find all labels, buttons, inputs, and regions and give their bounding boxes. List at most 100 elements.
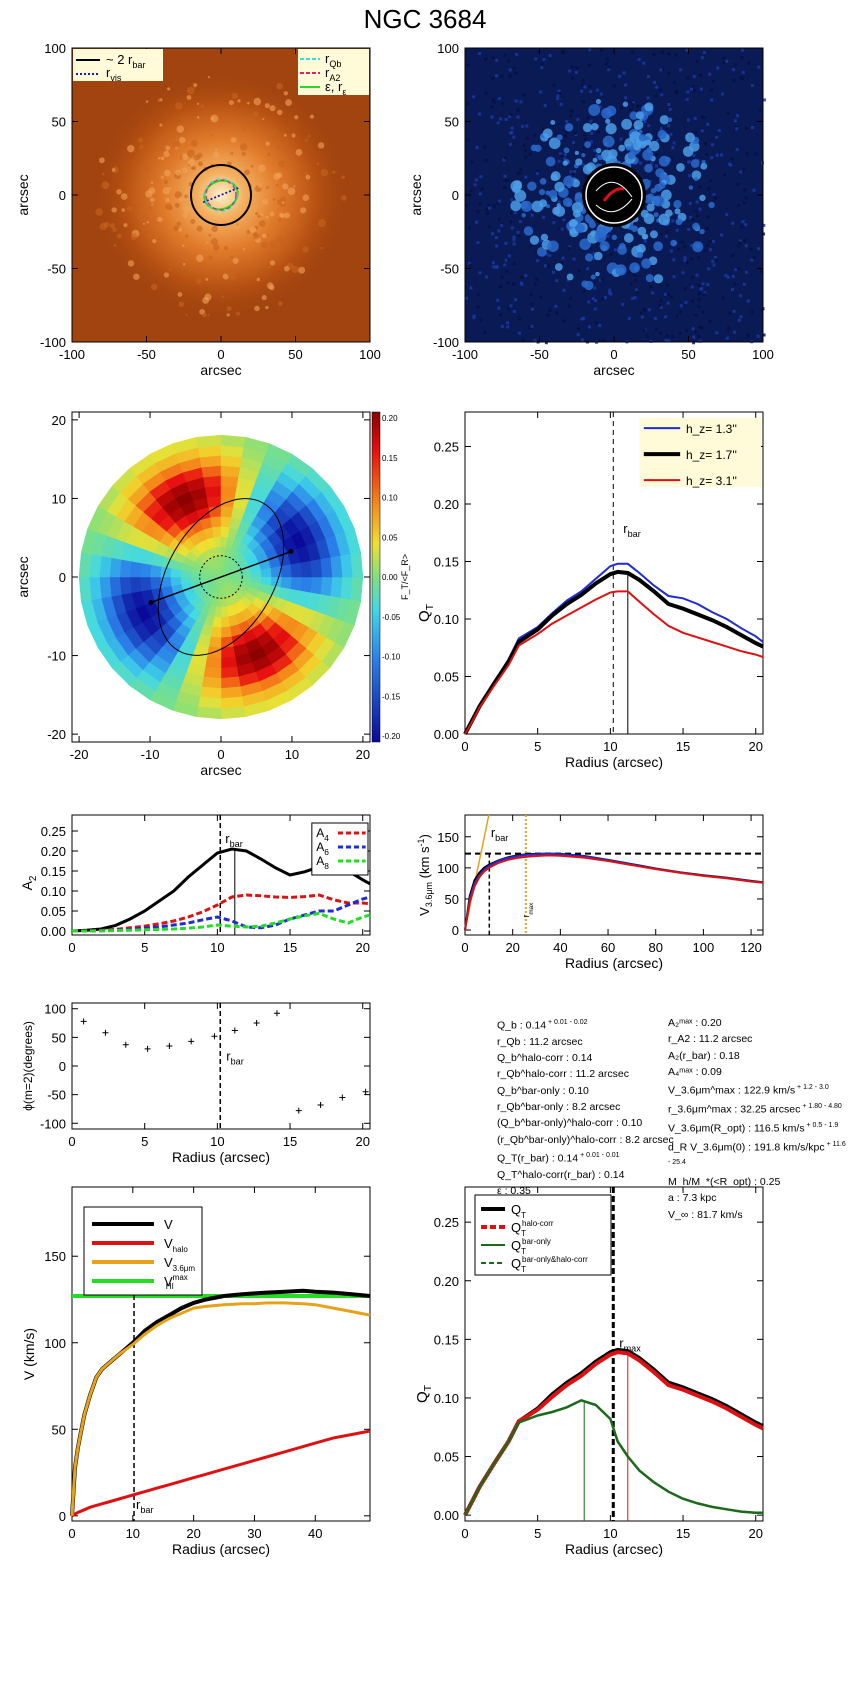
galaxy-speckle	[308, 134, 311, 138]
noise-pixel	[607, 68, 611, 72]
galaxy-speckle	[159, 123, 163, 127]
noise-pixel	[503, 174, 507, 178]
noise-pixel	[485, 207, 489, 211]
noise-pixel	[661, 167, 665, 171]
qt-series-0	[464, 562, 764, 735]
noise-pixel	[739, 170, 743, 174]
galaxy-speckle	[341, 195, 347, 201]
galaxy-speckle	[145, 100, 149, 103]
galaxy-speckle	[230, 136, 237, 143]
arm-blob	[691, 170, 702, 180]
galaxy-speckle	[261, 241, 268, 249]
noise-pixel	[743, 188, 747, 192]
noise-pixel	[599, 278, 603, 282]
noise-pixel	[710, 98, 714, 102]
y-tick-label: 100	[44, 41, 66, 56]
galaxy-speckle	[280, 201, 286, 208]
galaxy-speckle	[283, 91, 289, 96]
arm-blob	[642, 149, 654, 161]
noise-pixel	[708, 239, 712, 243]
noise-pixel	[633, 273, 637, 277]
legend-label: ε, rε	[325, 79, 346, 97]
noise-pixel	[689, 243, 693, 247]
y-tick-label: 50	[445, 115, 459, 130]
phase-point	[188, 1038, 195, 1045]
noise-pixel	[497, 217, 501, 221]
stats-left: Q_b : 0.14 + 0.01 - 0.02 r_Qb : 11.2 arcs…	[497, 1015, 677, 1199]
map-cell	[119, 559, 132, 578]
noise-pixel	[707, 187, 711, 191]
noise-pixel	[546, 264, 550, 268]
galaxy-speckle	[300, 207, 307, 214]
noise-pixel	[691, 85, 695, 89]
galaxy-speckle	[130, 233, 138, 241]
noise-pixel	[569, 170, 573, 174]
x-tick-label: 40	[553, 940, 567, 955]
galaxy-speckle	[255, 212, 259, 216]
noise-pixel	[593, 257, 597, 261]
arm-blob	[626, 145, 631, 151]
noise-pixel	[694, 313, 698, 317]
legend-label: h_z= 3.1''	[686, 474, 737, 488]
noise-pixel	[519, 167, 523, 171]
noise-pixel	[514, 71, 518, 75]
noise-pixel	[700, 129, 704, 133]
noise-pixel	[595, 88, 599, 92]
noise-pixel	[506, 59, 510, 63]
noise-pixel	[539, 295, 543, 299]
noise-pixel	[507, 306, 511, 310]
noise-pixel	[744, 196, 748, 200]
noise-pixel	[476, 210, 480, 214]
noise-pixel	[524, 175, 528, 179]
noise-pixel	[715, 153, 719, 157]
noise-pixel	[604, 62, 608, 66]
galaxy-speckle	[256, 277, 261, 282]
noise-pixel	[760, 269, 764, 273]
noise-pixel	[594, 298, 598, 302]
galaxy-speckle	[294, 115, 299, 120]
galaxy-speckle	[175, 102, 183, 110]
galaxy-speckle	[244, 169, 251, 176]
noise-pixel	[740, 56, 744, 60]
x-tick-label: 10	[603, 1526, 617, 1541]
arm-blob	[655, 168, 665, 178]
y-axis-label: arcsec	[408, 174, 424, 215]
galaxy-speckle	[157, 98, 161, 103]
noise-pixel	[724, 273, 728, 277]
galaxy-speckle	[162, 187, 170, 195]
map-cell	[280, 564, 293, 578]
noise-pixel	[510, 226, 514, 230]
galaxy-speckle	[169, 206, 173, 210]
map-cell	[310, 559, 323, 578]
arm-blob	[693, 176, 699, 182]
noise-pixel	[762, 98, 766, 102]
noise-pixel	[548, 253, 552, 257]
galaxy-speckle	[169, 268, 172, 271]
noise-pixel	[722, 173, 726, 177]
map-cell	[149, 576, 162, 590]
noise-pixel	[575, 66, 579, 70]
arm-blob	[597, 154, 603, 161]
galaxy-speckle	[168, 186, 172, 190]
noise-pixel	[757, 65, 761, 69]
noise-pixel	[583, 85, 587, 89]
x-tick-label: 40	[308, 1526, 322, 1541]
noise-pixel	[688, 174, 692, 178]
legend-label: rvis	[106, 65, 122, 83]
galaxy-speckle	[242, 248, 246, 251]
arm-blob	[629, 262, 640, 274]
noise-pixel	[631, 297, 635, 301]
noise-pixel	[500, 74, 504, 78]
noise-pixel	[504, 258, 508, 262]
noise-pixel	[599, 92, 603, 96]
noise-pixel	[503, 186, 507, 190]
arm-blob	[605, 118, 611, 124]
noise-pixel	[508, 68, 512, 72]
noise-pixel	[606, 234, 610, 238]
noise-pixel	[598, 105, 602, 109]
qt-series-2	[464, 590, 764, 735]
x-tick-label: 80	[648, 940, 662, 955]
map-cell	[220, 616, 231, 628]
map-cell	[208, 636, 222, 649]
noise-pixel	[655, 131, 659, 135]
